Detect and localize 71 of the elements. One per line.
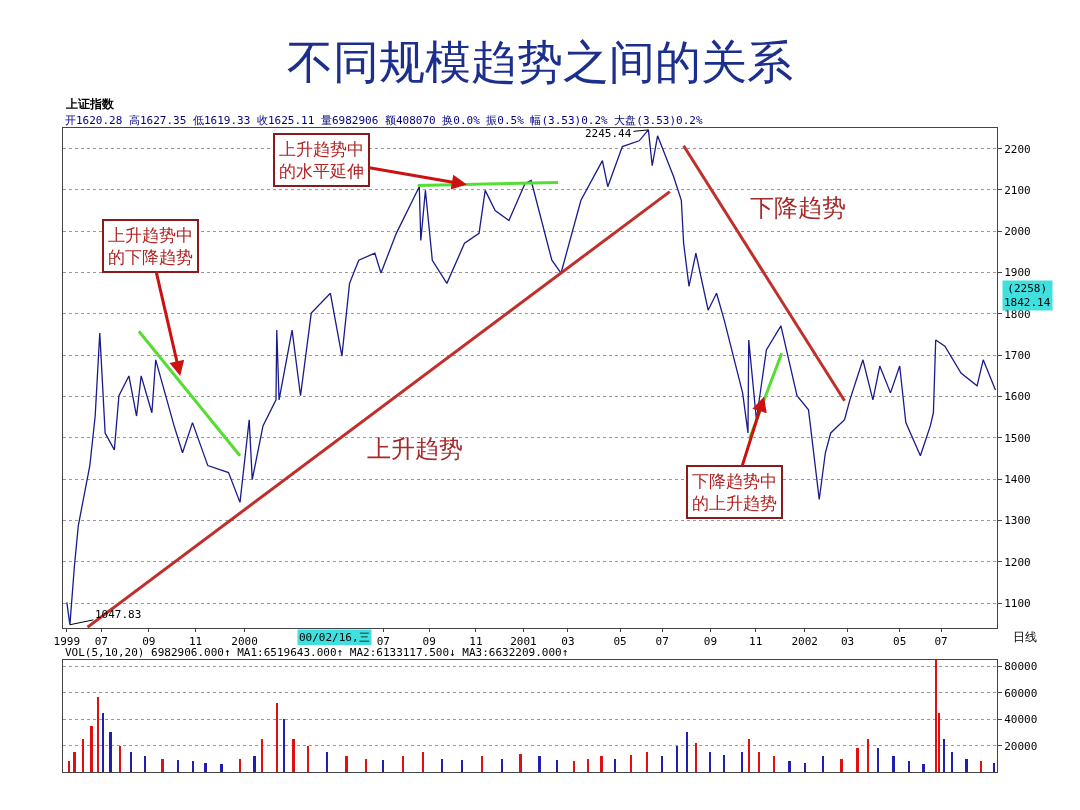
- text: 日线: [1013, 630, 1037, 644]
- annotation: 下降趋势中的上升趋势: [692, 471, 777, 514]
- y-tick-label: 2200: [1004, 142, 1031, 156]
- annotation: 上升趋势: [367, 435, 463, 463]
- x-tick-label: 05: [613, 635, 627, 649]
- bar: [109, 732, 112, 772]
- chart-title: 不同规模趋势之间的关系: [287, 35, 793, 90]
- bar: [161, 758, 164, 772]
- x-tick-label: 09: [703, 635, 718, 649]
- bar: [965, 758, 968, 772]
- y-tick-label: 2100: [1004, 183, 1031, 197]
- x-tick-label: 2001: [510, 635, 537, 649]
- y-tick-label: 1600: [1004, 390, 1031, 404]
- x-tick-label: 2002: [791, 635, 818, 649]
- y-tick-label: 1500: [1004, 431, 1031, 445]
- annotation: 上升趋势中的下降趋势: [108, 225, 193, 268]
- annotation: 下降趋势: [750, 194, 846, 222]
- bar: [220, 764, 223, 772]
- y-tick-label: 80000: [1004, 660, 1038, 674]
- y-tick-label: 1300: [1004, 514, 1031, 528]
- bar: [73, 752, 76, 772]
- x-tick-label: 11: [749, 635, 763, 649]
- y-tick-label: 1900: [1004, 266, 1031, 280]
- bar: [788, 761, 791, 772]
- bar: [253, 756, 256, 772]
- bar: [892, 756, 895, 772]
- x-tick-label: 09: [422, 635, 436, 649]
- bar: [600, 756, 603, 772]
- bar: [90, 725, 93, 772]
- chart-subtitle: 上证指数: [65, 97, 115, 111]
- text: 开1620.28 高1627.35 低1619.33 收1625.11 量6982906 额408070 换0.0% 振0.5% 幅(3.53)0.2% 大盘(3.53)0.2%: [65, 114, 703, 127]
- bar: [67, 761, 71, 772]
- bar: [519, 753, 522, 772]
- bar: [204, 762, 207, 772]
- y-tick-label: 40000: [1004, 713, 1038, 727]
- annotation: 2245.44: [585, 127, 632, 140]
- y-tick-label: 20000: [1004, 739, 1038, 753]
- x-tick-label: 11: [188, 635, 203, 649]
- x-tick-label: 07: [655, 635, 669, 649]
- line-series: [66, 129, 997, 626]
- bar: [979, 761, 983, 772]
- text: 00/02/16,三: [299, 631, 370, 644]
- y-tick-label: 1100: [1004, 597, 1031, 611]
- y-tick-label: 60000: [1004, 686, 1038, 700]
- x-tick-label: 09: [142, 635, 156, 649]
- text: (2258) 1842.14: [1004, 282, 1051, 310]
- bar: [840, 758, 843, 772]
- y-tick-label: 1400: [1004, 473, 1031, 487]
- bar: [922, 764, 925, 772]
- text: VOL(5,10,20) 6982906.000↑ MA1:6519643.000↑ MA2:6133117.500↓ MA3:6632209.000↑: [65, 646, 569, 659]
- bar: [292, 739, 295, 772]
- x-tick-label: 11: [469, 635, 483, 649]
- bar: [907, 761, 911, 772]
- x-tick-label: 05: [893, 635, 907, 649]
- x-tick-label: 1999: [53, 635, 81, 649]
- x-tick-label: 07: [934, 635, 948, 649]
- bar: [192, 761, 195, 772]
- x-tick-label: 03: [840, 635, 855, 649]
- bar: [572, 761, 576, 772]
- bar: [538, 756, 541, 772]
- x-tick-label: 07: [94, 635, 108, 649]
- x-tick-label: 03: [561, 635, 575, 649]
- annotation: 上升趋势中的水平延伸: [279, 139, 364, 182]
- x-tick-label: 07: [376, 635, 390, 649]
- bar: [345, 756, 348, 772]
- x-tick-label: 2000: [231, 635, 258, 649]
- y-tick-label: 2000: [1004, 225, 1031, 239]
- y-tick-label: 1800: [1004, 307, 1031, 321]
- y-tick-label: 1200: [1004, 555, 1031, 569]
- bar: [856, 748, 859, 772]
- y-tick-label: 1700: [1004, 349, 1031, 363]
